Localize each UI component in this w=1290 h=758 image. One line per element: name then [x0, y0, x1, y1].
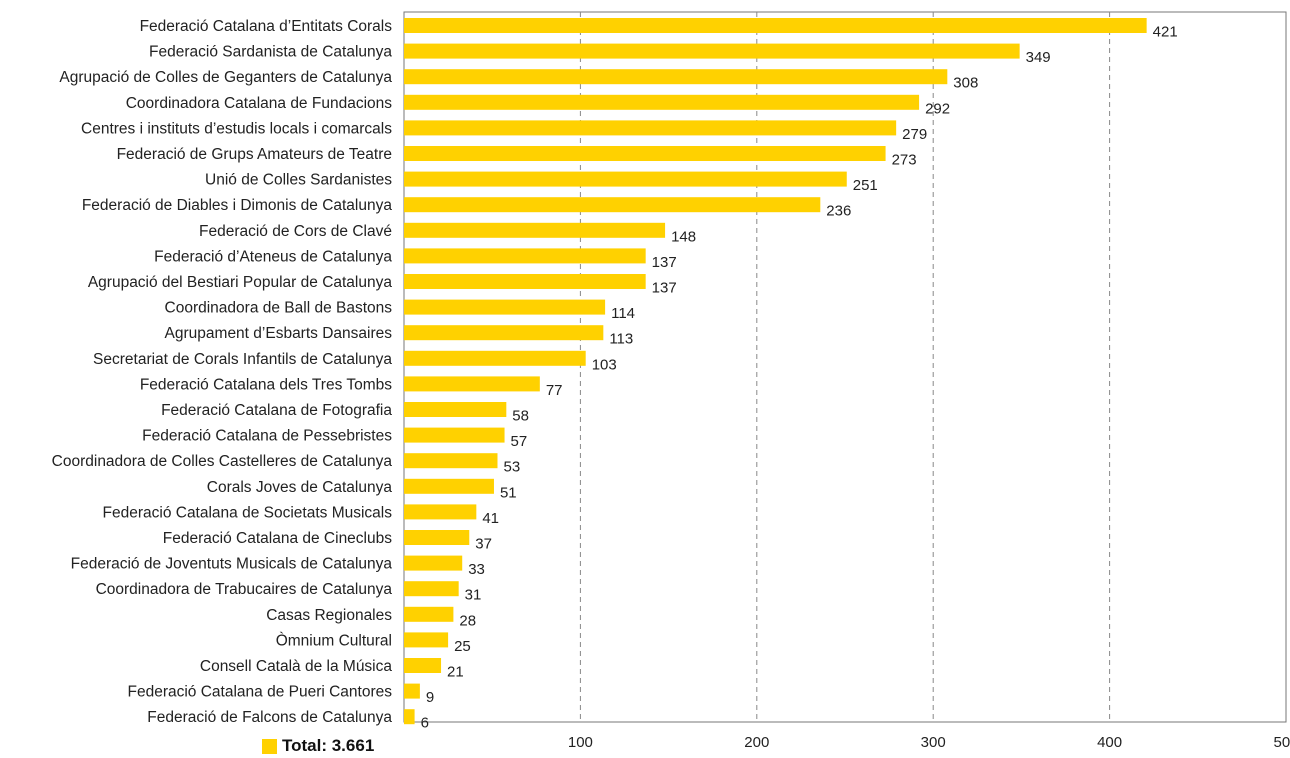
bar — [404, 504, 477, 520]
bar — [404, 120, 897, 136]
legend: Total: 3.661 — [262, 736, 374, 756]
value-label: 57 — [511, 433, 528, 450]
value-label: 236 — [826, 203, 851, 220]
value-label: 51 — [500, 484, 517, 501]
bar — [404, 530, 470, 545]
category-label: Consell Català de la Música — [200, 658, 393, 675]
category-label: Federació Catalana de Fotografia — [161, 402, 392, 419]
category-label: Federació Sardanista de Catalunya — [149, 44, 392, 61]
value-label: 421 — [1153, 24, 1178, 41]
value-label: 308 — [953, 75, 978, 92]
category-label: Federació d’Ateneus de Catalunya — [154, 248, 392, 265]
bar — [404, 18, 1147, 33]
bar — [404, 581, 459, 597]
value-label: 273 — [892, 152, 917, 169]
value-label: 103 — [592, 356, 617, 373]
category-label: Federació de Joventuts Musicals de Catal… — [71, 556, 393, 573]
value-label: 31 — [465, 587, 482, 604]
value-label: 251 — [853, 177, 878, 194]
bar — [404, 376, 540, 392]
bar — [404, 453, 498, 469]
bar — [404, 171, 847, 187]
category-label: Federació de Diables i Dimonis de Catalu… — [82, 197, 393, 214]
value-label: 114 — [611, 305, 635, 322]
value-label: 137 — [652, 254, 677, 271]
category-label: Federació de Falcons de Catalunya — [147, 709, 392, 726]
category-label: Coordinadora de Ball de Bastons — [165, 300, 393, 317]
category-label: Centres i instituts d’estudis locals i c… — [81, 120, 392, 137]
value-label: 58 — [512, 408, 529, 425]
x-tick-label: 200 — [744, 734, 769, 751]
value-label: 41 — [482, 510, 499, 527]
bar — [404, 146, 886, 161]
bar — [404, 197, 821, 213]
value-label: 37 — [475, 536, 492, 553]
category-label: Unió de Colles Sardanistes — [205, 172, 392, 189]
category-label: Federació Catalana dels Tres Tombs — [140, 376, 392, 393]
value-label: 33 — [468, 561, 485, 578]
x-tick-label: 400 — [1097, 734, 1122, 751]
value-label: 25 — [454, 638, 471, 655]
value-label: 279 — [902, 126, 927, 143]
value-label: 349 — [1026, 49, 1051, 66]
value-label: 6 — [421, 715, 429, 732]
x-tick-label: 500 — [1273, 734, 1290, 751]
category-label: Federació Catalana de Pueri Cantores — [127, 684, 392, 701]
category-label: Federació de Grups Amateurs de Teatre — [117, 146, 392, 163]
value-label: 28 — [459, 612, 476, 629]
x-tick-label: 100 — [568, 734, 593, 751]
category-label: Agrupació de Colles de Geganters de Cata… — [59, 69, 392, 86]
bar — [404, 402, 507, 417]
value-label: 292 — [925, 100, 950, 117]
value-label: 77 — [546, 382, 563, 399]
bar — [404, 299, 606, 315]
x-tick-label: 300 — [921, 734, 946, 751]
bar — [404, 478, 494, 494]
bar — [404, 222, 666, 238]
bar — [404, 43, 1020, 59]
bar — [404, 427, 505, 443]
value-label: 21 — [447, 664, 464, 681]
bar — [404, 94, 920, 110]
category-label: Coordinadora de Trabucaires de Catalunya — [96, 581, 393, 598]
bar — [404, 606, 454, 622]
value-label: 137 — [652, 280, 677, 297]
value-label: 9 — [426, 689, 434, 706]
bar — [404, 709, 415, 725]
value-label: 148 — [671, 228, 696, 245]
bar — [404, 248, 646, 264]
category-label: Agrupament d’Esbarts Dansaires — [165, 325, 393, 342]
value-label: 53 — [503, 459, 520, 476]
category-label: Federació Catalana de Cineclubs — [163, 530, 392, 547]
legend-swatch — [262, 738, 277, 754]
bar — [404, 69, 948, 85]
bar — [404, 632, 449, 648]
category-label: Federació Catalana de Societats Musicals — [103, 504, 393, 521]
value-label: 113 — [609, 331, 633, 348]
category-label: Corals Joves de Catalunya — [207, 479, 393, 496]
category-label: Federació Catalana de Pessebristes — [142, 428, 392, 445]
category-label: Agrupació del Bestiari Popular de Catalu… — [88, 274, 393, 291]
category-label: Federació de Cors de Clavé — [199, 223, 392, 240]
bar — [404, 555, 463, 571]
bar — [404, 274, 646, 289]
category-label: Coordinadora de Colles Castelleres de Ca… — [52, 453, 393, 470]
bar — [404, 658, 442, 673]
category-label: Secretariat de Corals Infantils de Catal… — [93, 351, 392, 368]
bar — [404, 683, 420, 699]
category-label: Casas Regionales — [266, 607, 392, 624]
plot-frame — [403, 11, 1287, 723]
category-label: Òmnium Cultural — [276, 632, 392, 649]
legend-total-label: Total: 3.661 — [282, 736, 375, 755]
bar — [404, 325, 604, 341]
category-label: Coordinadora Catalana de Fundacions — [126, 95, 393, 112]
bar — [404, 350, 586, 366]
category-label: Federació Catalana d’Entitats Corals — [140, 18, 393, 35]
